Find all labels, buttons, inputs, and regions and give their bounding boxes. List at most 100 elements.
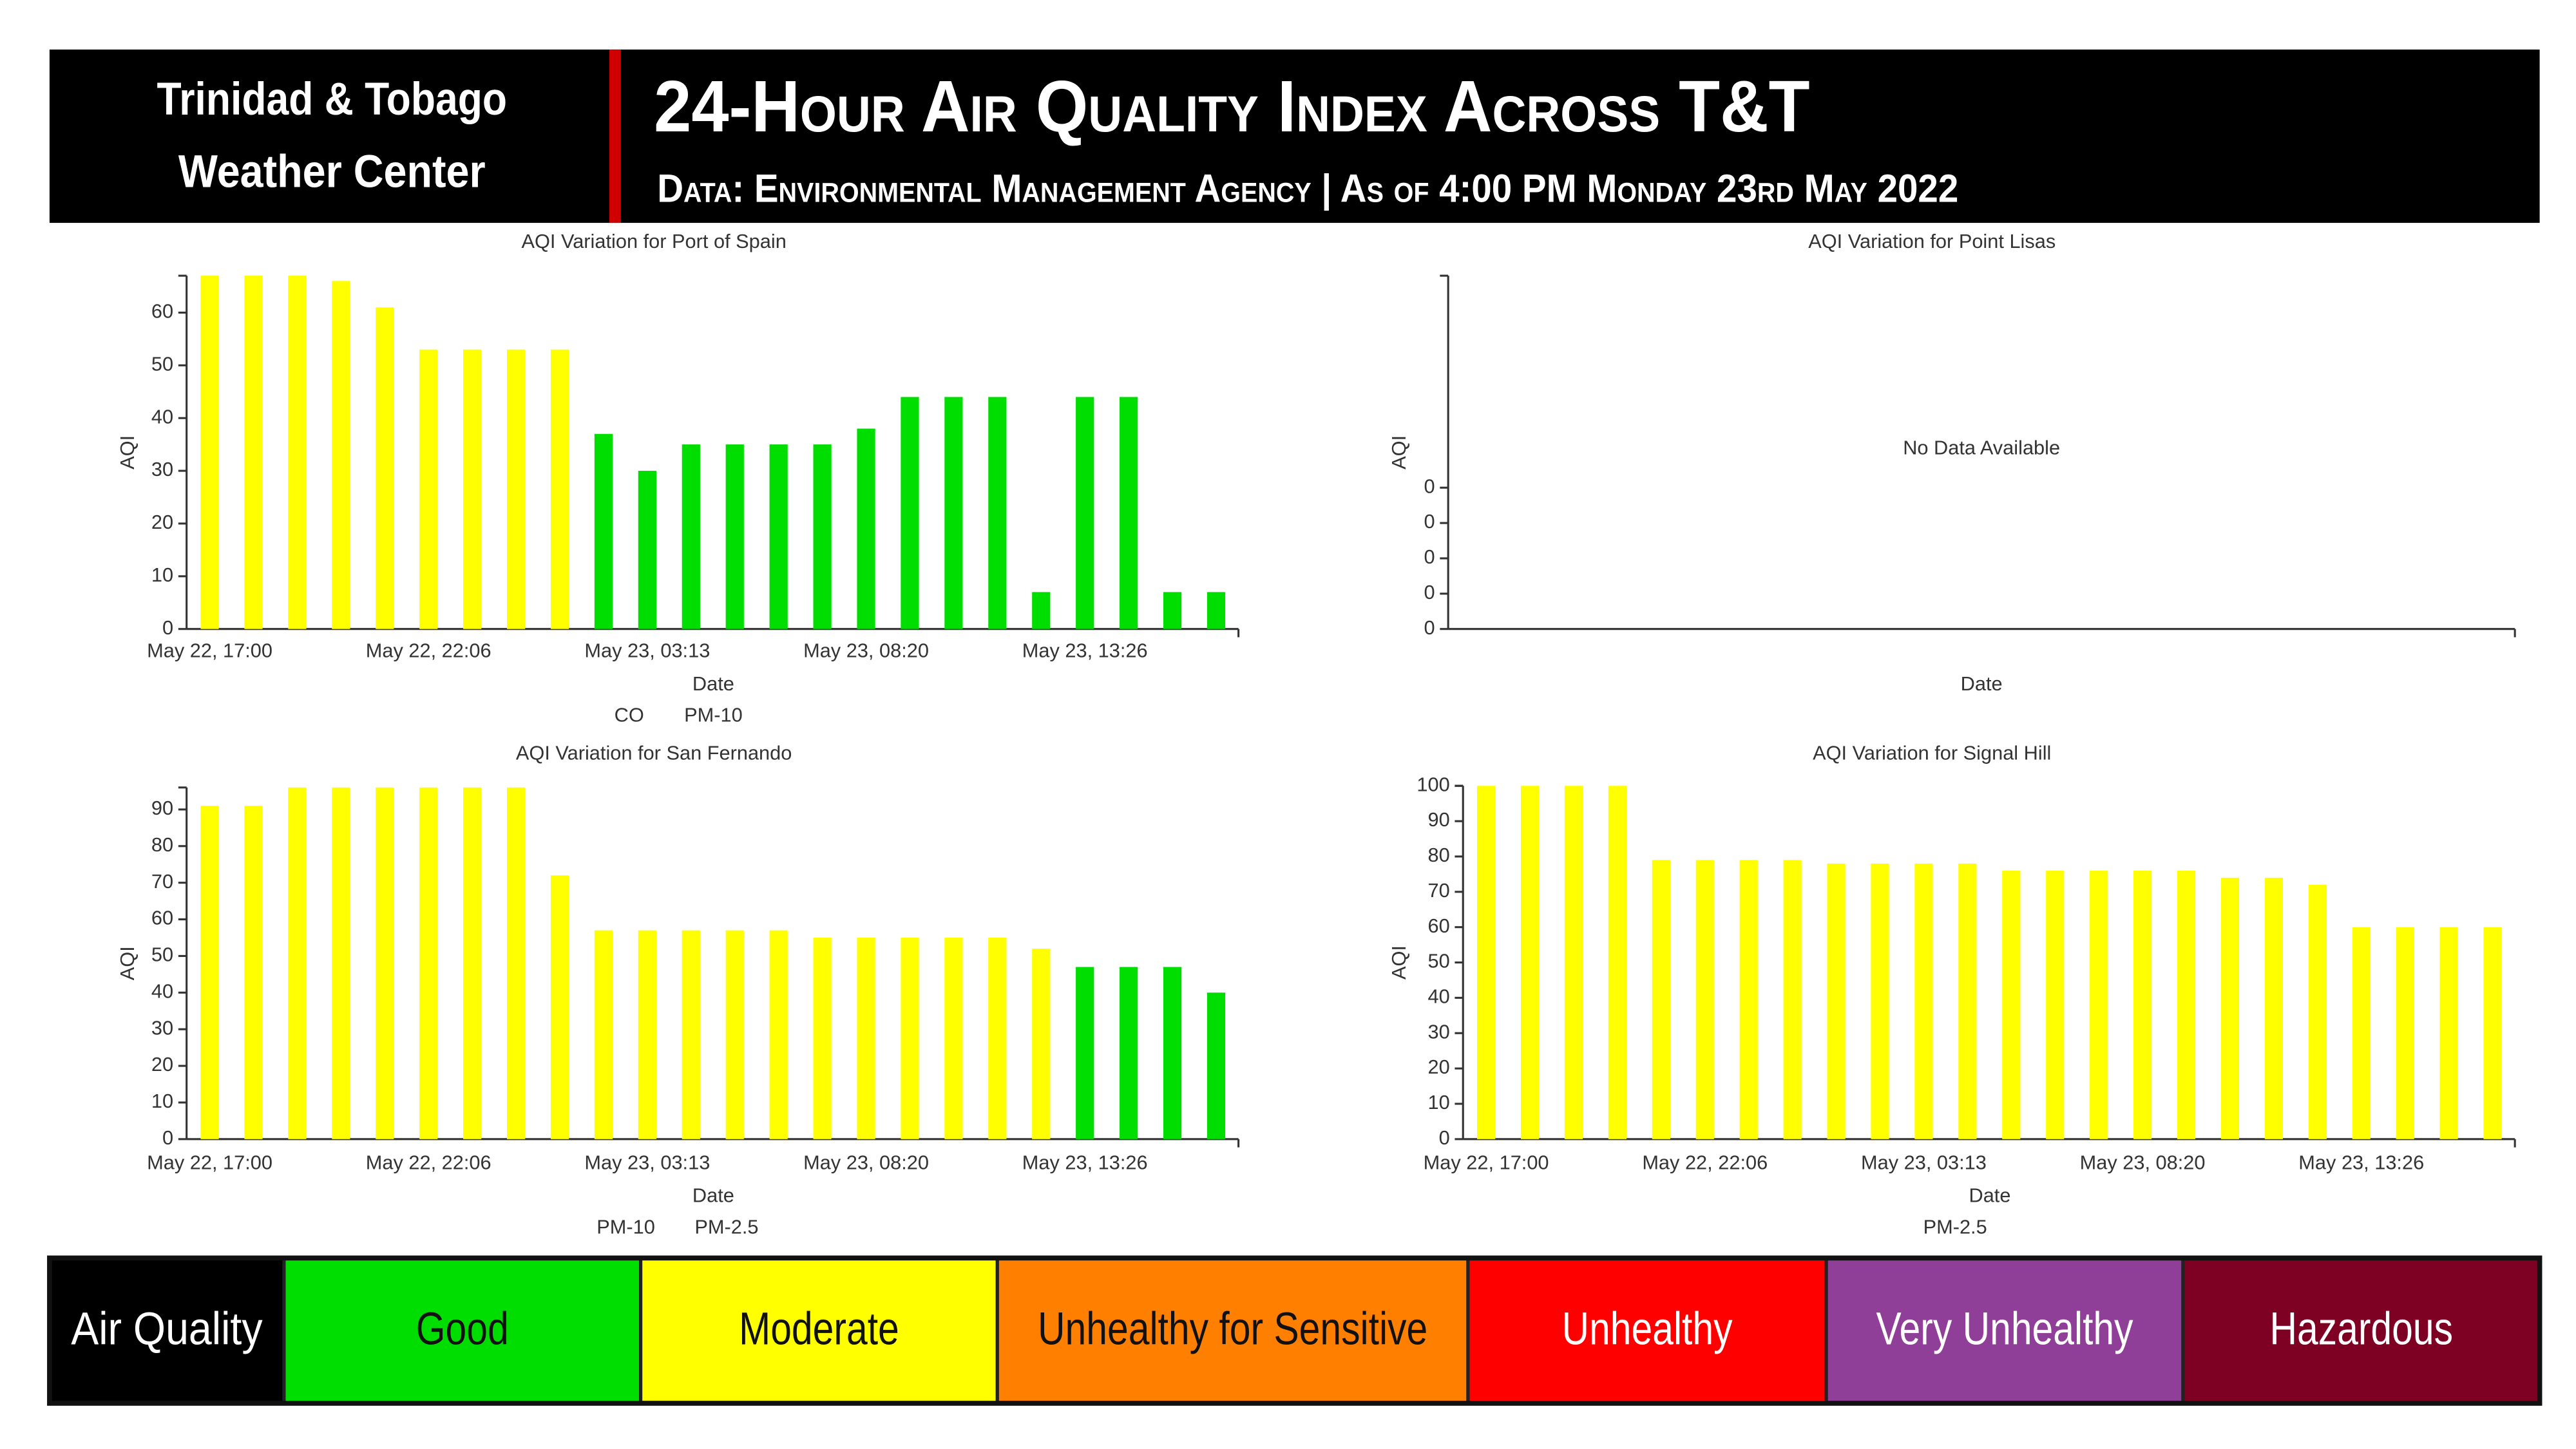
scale-label: Air Quality bbox=[71, 1303, 262, 1355]
x-tick-label: May 23, 13:26 bbox=[2298, 1151, 2424, 1173]
bar bbox=[1914, 863, 1933, 1139]
scale-label-cell bbox=[49, 1258, 284, 1403]
no-data-note: No Data Available bbox=[1903, 436, 2060, 459]
legend-entry: PM-2.5 bbox=[694, 1215, 758, 1238]
x-tick-label: May 23, 03:13 bbox=[584, 639, 710, 662]
bar bbox=[813, 444, 832, 629]
scale-level-label: Moderate bbox=[739, 1303, 899, 1354]
bar bbox=[2264, 877, 2283, 1139]
y-tick-label: 10 bbox=[151, 1090, 173, 1112]
y-tick-label: 0 bbox=[1439, 1126, 1450, 1149]
bar bbox=[1207, 992, 1226, 1139]
bar bbox=[2177, 870, 2196, 1139]
legend-entry: CO bbox=[615, 704, 644, 726]
y-tick-label: 10 bbox=[151, 564, 173, 586]
bar bbox=[988, 397, 1007, 629]
chart-title: AQI Variation for Port of Spain bbox=[521, 230, 786, 252]
y-tick-label: 100 bbox=[1417, 773, 1449, 795]
bar bbox=[1871, 863, 1889, 1139]
x-tick-label: May 22, 17:00 bbox=[147, 1151, 272, 1173]
scale-level-label: Hazardous bbox=[2269, 1303, 2453, 1354]
bar bbox=[419, 349, 438, 629]
y-tick-label: 90 bbox=[151, 797, 173, 819]
y-tick-label: 10 bbox=[1428, 1091, 1450, 1113]
page-title: 24-Hour Air Quality Index Across T&T bbox=[654, 66, 1809, 147]
x-axis-label: Date bbox=[1961, 672, 2003, 695]
chart-title: AQI Variation for Point Lisas bbox=[1808, 230, 2056, 252]
bar bbox=[2002, 870, 2021, 1139]
x-tick-label: May 23, 13:26 bbox=[1022, 639, 1148, 662]
bar bbox=[1827, 863, 1846, 1139]
bar bbox=[1695, 860, 1714, 1139]
bar bbox=[1120, 397, 1138, 629]
bar bbox=[1207, 592, 1226, 629]
bar bbox=[244, 806, 263, 1139]
y-tick-label: 50 bbox=[151, 943, 173, 966]
bar bbox=[506, 349, 526, 629]
bar bbox=[1076, 397, 1094, 629]
bar bbox=[1739, 860, 1758, 1139]
y-tick-label: 0 bbox=[162, 616, 173, 639]
y-tick-label: 30 bbox=[1428, 1020, 1450, 1043]
bar bbox=[288, 276, 307, 629]
bar bbox=[988, 937, 1007, 1139]
bar bbox=[550, 875, 569, 1139]
bar bbox=[2046, 870, 2065, 1139]
bar bbox=[901, 937, 919, 1139]
bar bbox=[463, 349, 482, 629]
y-axis-label: AQI bbox=[1388, 435, 1410, 469]
bar bbox=[200, 276, 219, 629]
y-tick-label: 90 bbox=[1428, 808, 1450, 831]
legend-entry: PM-10 bbox=[596, 1215, 655, 1238]
bar bbox=[332, 281, 350, 629]
bar bbox=[1783, 860, 1802, 1139]
bar bbox=[332, 787, 350, 1139]
x-tick-label: May 22, 17:00 bbox=[147, 639, 272, 662]
y-tick-label: 0 bbox=[1424, 545, 1435, 568]
x-tick-label: May 22, 22:06 bbox=[366, 639, 491, 662]
bar bbox=[1163, 592, 1182, 629]
y-tick-label: 0 bbox=[1424, 581, 1435, 603]
y-tick-label: 70 bbox=[1428, 879, 1450, 902]
chart-title: AQI Variation for San Fernando bbox=[516, 742, 792, 764]
x-tick-label: May 23, 08:20 bbox=[2080, 1151, 2206, 1173]
bar bbox=[594, 930, 613, 1139]
bar bbox=[2483, 927, 2502, 1139]
bar bbox=[419, 787, 438, 1139]
y-tick-label: 30 bbox=[151, 458, 173, 480]
x-tick-label: May 23, 13:26 bbox=[1022, 1151, 1148, 1173]
y-tick-label: 50 bbox=[1428, 950, 1450, 972]
y-tick-label: 50 bbox=[151, 352, 173, 375]
bar bbox=[376, 787, 394, 1139]
scale-level-label: Unhealthy bbox=[1562, 1303, 1733, 1354]
bar bbox=[200, 806, 219, 1139]
bar bbox=[1076, 967, 1094, 1139]
y-tick-label: 40 bbox=[151, 980, 173, 1002]
bar bbox=[1958, 863, 1977, 1139]
y-tick-label: 60 bbox=[151, 300, 173, 323]
bar bbox=[1477, 786, 1496, 1139]
x-tick-label: May 22, 17:00 bbox=[1424, 1151, 1549, 1173]
bar bbox=[1564, 786, 1583, 1139]
y-tick-label: 0 bbox=[162, 1126, 173, 1149]
bar bbox=[2396, 927, 2414, 1139]
x-axis-label: Date bbox=[1969, 1184, 2010, 1207]
bar bbox=[2133, 870, 2152, 1139]
bar bbox=[725, 930, 744, 1139]
bar bbox=[594, 433, 613, 629]
bar bbox=[2439, 927, 2458, 1139]
y-tick-label: 40 bbox=[151, 405, 173, 428]
y-tick-label: 20 bbox=[151, 1053, 173, 1075]
header-bar bbox=[49, 49, 2540, 223]
bar bbox=[2352, 927, 2371, 1139]
y-tick-label: 0 bbox=[1424, 475, 1435, 497]
x-axis-label: Date bbox=[692, 1184, 734, 1207]
bar bbox=[1120, 967, 1138, 1139]
bar bbox=[376, 307, 394, 629]
y-axis-label: AQI bbox=[116, 946, 138, 980]
bar bbox=[1652, 860, 1670, 1139]
y-tick-label: 0 bbox=[1424, 510, 1435, 533]
scale-level-label: Very Unhealthy bbox=[1876, 1303, 2133, 1354]
scale-level bbox=[1824, 1256, 2185, 1405]
bar bbox=[1163, 967, 1182, 1139]
